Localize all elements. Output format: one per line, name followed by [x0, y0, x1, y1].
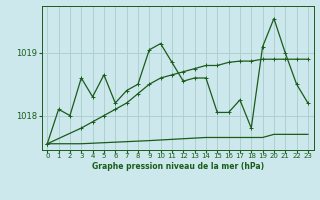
X-axis label: Graphe pression niveau de la mer (hPa): Graphe pression niveau de la mer (hPa)	[92, 162, 264, 171]
